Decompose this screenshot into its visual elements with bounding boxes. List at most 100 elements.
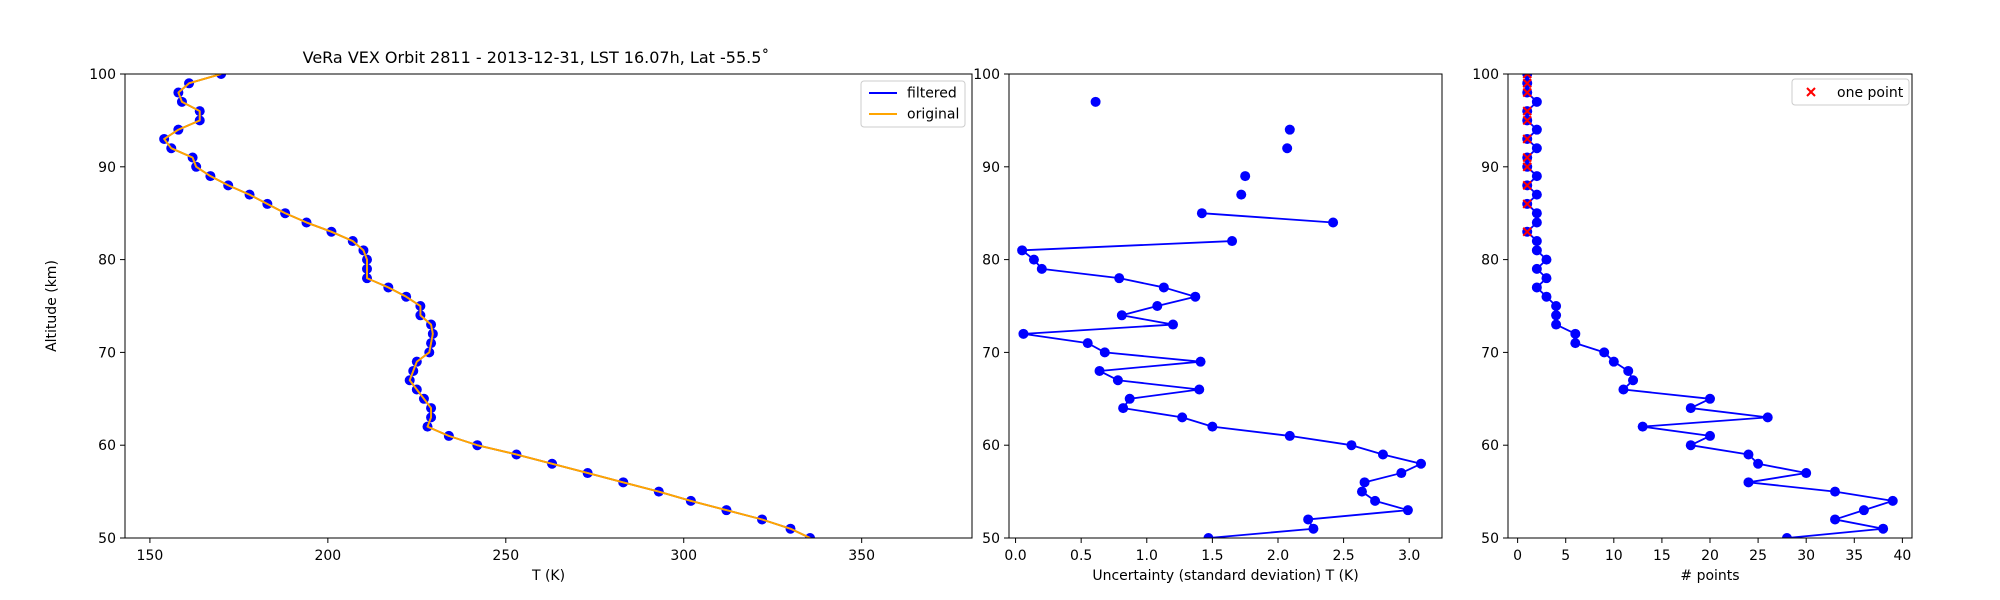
uncertainty-series-0-point	[1370, 495, 1381, 506]
legend-label-one-point: one point	[1837, 85, 1904, 101]
points-series-one-point-marker-stroke	[1525, 74, 1532, 79]
uncertainty-series-0-point	[1308, 523, 1319, 534]
points-series-one-point-marker-stroke	[1522, 134, 1532, 144]
points-series-0-point	[1801, 468, 1812, 479]
points-series-0-point	[1743, 477, 1754, 488]
uncertainty-x-tick-label: 0.5	[1070, 548, 1092, 564]
uncertainty-frame	[1008, 73, 1443, 539]
uncertainty-series-0-point	[1284, 124, 1295, 135]
uncertainty-series-0-point	[1284, 430, 1295, 441]
points-series-one-point-marker	[1522, 180, 1532, 191]
temperature-frame	[124, 73, 973, 539]
points-x-tick-label: 30	[1797, 548, 1815, 564]
points-series-0-point	[1637, 421, 1648, 432]
points-series-0-point	[1531, 143, 1542, 154]
uncertainty-series-0-point	[1168, 319, 1179, 330]
legend-swatch-one-point	[1806, 87, 1816, 97]
points-series-one-point-marker-stroke	[1522, 199, 1532, 209]
uncertainty-x-tick-label: 1.5	[1201, 548, 1223, 564]
uncertainty-series-0-point	[1177, 412, 1188, 423]
uncertainty-series-0-point	[1396, 468, 1407, 479]
uncertainty-series-0-point	[1416, 458, 1427, 469]
points-series-0-point	[1743, 449, 1754, 460]
points-series-one-point-marker-stroke	[1522, 227, 1532, 237]
temperature-data	[159, 74, 816, 538]
uncertainty-series-0-point	[1240, 171, 1251, 182]
points-x-axis-label: # points	[1680, 568, 1739, 584]
points-series-0-point	[1753, 458, 1764, 469]
temperature-y-tick-label: 100	[89, 67, 116, 83]
temperature-y-tick-label: 50	[98, 531, 116, 547]
uncertainty-series-0-point	[1195, 356, 1206, 367]
temperature-y-tick-label: 60	[98, 438, 116, 454]
points-y-tick-label: 50	[1481, 531, 1499, 547]
uncertainty-series-0-point	[1099, 347, 1110, 358]
points-series-0-point	[1531, 263, 1542, 274]
points-series-one-point-marker-stroke	[1522, 180, 1532, 191]
points-series-0-point	[1781, 533, 1792, 538]
points-series-one-point-marker-stroke	[1522, 78, 1532, 88]
uncertainty-series-0-point	[1112, 375, 1123, 386]
uncertainty-y-tick-label: 80	[982, 253, 1000, 269]
uncertainty-series-0-point	[1118, 403, 1129, 414]
points-series-0-point	[1531, 208, 1542, 219]
points-series-one-point-marker	[1522, 74, 1532, 79]
points-series-0-point	[1570, 328, 1581, 339]
points-series-0-point	[1762, 412, 1773, 423]
uncertainty-series-0-point	[1028, 254, 1039, 265]
temperature-y-axis-label: Altitude (km)	[44, 260, 60, 352]
temperature-x-axis-label: T (K)	[531, 568, 565, 584]
points-x-tick-label: 0	[1513, 548, 1522, 564]
points-series-one-point-marker	[1522, 134, 1532, 144]
points-series-0-point	[1541, 273, 1552, 284]
points-series-one-point-marker-stroke	[1522, 152, 1532, 163]
temperature-x-tick-label: 250	[492, 548, 519, 564]
points-series-0-point	[1685, 440, 1696, 451]
uncertainty-series-0-point	[1196, 208, 1207, 219]
points-series-one-point-marker	[1522, 227, 1532, 237]
uncertainty-series-0-point	[1346, 440, 1357, 451]
points-x-tick-label: 35	[1845, 548, 1863, 564]
uncertainty-series-0-point	[1207, 421, 1218, 432]
points-series-0-point	[1551, 310, 1562, 321]
uncertainty-series-0-point	[1190, 291, 1201, 302]
points-series-one-point-marker	[1522, 115, 1532, 126]
uncertainty-x-tick-label: 1.0	[1136, 548, 1158, 564]
points-series-one-point-marker	[1522, 152, 1532, 163]
points-y-tick-label: 60	[1481, 438, 1499, 454]
points-y-tick-label: 100	[1472, 67, 1499, 83]
uncertainty-y-tick-label: 90	[982, 160, 1000, 176]
points-legend: one point	[1791, 78, 1910, 106]
uncertainty-series-0-point	[1203, 533, 1214, 538]
temperature-plot-title: VeRa VEX Orbit 2811 - 2013-12-31, LST 16…	[303, 48, 770, 67]
temperature-x-tick-label: 200	[314, 548, 341, 564]
points-series-0-point	[1531, 236, 1542, 247]
uncertainty-series-0-point	[1194, 384, 1205, 395]
uncertainty-x-tick-label: 2.0	[1267, 548, 1289, 564]
uncertainty-series-0-point	[1094, 365, 1105, 376]
uncertainty-series-0-point	[1017, 245, 1028, 256]
points-x-tick-label: 5	[1561, 548, 1570, 564]
temperature-series-original-line-top	[163, 74, 811, 538]
points-series-one-point-marker-stroke	[1522, 162, 1532, 172]
points-series-one-point-marker-stroke	[1522, 115, 1532, 126]
points-x-tick-label: 25	[1749, 548, 1767, 564]
uncertainty-series-0-point	[1377, 449, 1388, 460]
points-series-0-point	[1570, 338, 1581, 349]
points-series-0-point	[1608, 356, 1619, 367]
points-series-0-point	[1705, 393, 1715, 404]
points-y-tick-label: 90	[1481, 160, 1499, 176]
points-y-tick-label: 70	[1481, 345, 1499, 361]
points-axes: 0 5 10 15 20 25 30 35 40 50 60 70 80 90 100 # points	[1472, 67, 1913, 584]
points-series-0-point	[1830, 486, 1841, 497]
uncertainty-axes: 0.0 0.5 1.0 1.5 2.0 2.5 3.0 50 60 70 80 90 100 Uncert…	[973, 67, 1443, 584]
points-series-one-point-marker	[1522, 162, 1532, 172]
points-x-tick-label: 10	[1605, 548, 1623, 564]
points-series-0-point	[1531, 245, 1542, 256]
uncertainty-series-0-point	[1018, 328, 1029, 339]
uncertainty-y-tick-label: 100	[973, 67, 1000, 83]
uncertainty-series-0-point	[1082, 338, 1093, 349]
uncertainty-series-0-point	[1152, 301, 1163, 311]
uncertainty-x-axis-label: Uncertainty (standard deviation) T (K)	[1092, 568, 1358, 584]
